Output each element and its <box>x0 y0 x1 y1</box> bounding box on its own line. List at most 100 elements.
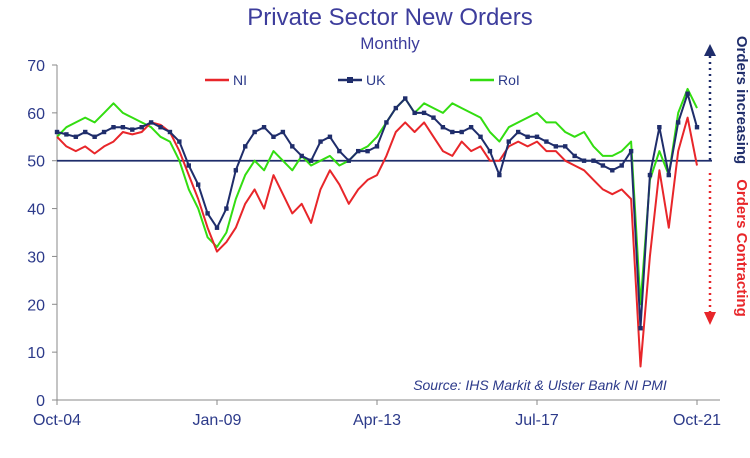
uk-point-marker <box>271 134 276 139</box>
uk-point-marker <box>205 211 210 216</box>
orders-increasing-annotation: Orders increasing <box>704 36 750 164</box>
uk-point-marker <box>628 148 634 154</box>
uk-point-marker <box>421 110 427 116</box>
x-tick-label: Oct-21 <box>673 412 721 429</box>
uk-point-marker <box>563 144 568 149</box>
uk-point-marker <box>233 168 239 173</box>
x-tick-label: Jul-17 <box>515 412 559 429</box>
uk-point-marker <box>544 139 549 144</box>
orders-increasing-label: Orders increasing <box>733 36 750 164</box>
series-line-roi <box>56 87 698 306</box>
uk-point-marker <box>167 129 173 135</box>
uk-point-marker <box>497 172 502 178</box>
down-arrow-head <box>704 312 716 325</box>
uk-point-marker <box>299 153 304 159</box>
y-tick-label: 50 <box>27 154 45 171</box>
series-lines <box>54 87 700 368</box>
uk-point-marker <box>638 326 643 331</box>
uk-point-marker <box>685 91 690 96</box>
uk-point-marker <box>478 134 483 139</box>
axes: 0 10 20 30 40 50 60 70 Oct-04 Jan-09 Apr-13 Jul-17 O… <box>27 58 721 429</box>
uk-point-marker <box>450 129 455 135</box>
legend-label-ni: NI <box>233 72 247 88</box>
x-tick-label: Jan-09 <box>193 412 242 429</box>
uk-point-marker <box>346 158 351 163</box>
uk-point-marker <box>384 120 389 125</box>
uk-point-marker <box>666 172 671 178</box>
uk-point-marker <box>506 139 511 144</box>
uk-point-marker <box>177 139 182 144</box>
uk-point-marker <box>54 129 60 135</box>
uk-point-marker <box>327 134 333 139</box>
uk-point-marker <box>534 134 540 139</box>
uk-point-marker <box>553 144 559 149</box>
uk-point-marker <box>694 125 700 130</box>
orders-contracting-label: Orders Contracting <box>733 179 750 317</box>
uk-point-marker <box>318 139 323 144</box>
uk-point-marker <box>101 129 107 135</box>
uk-point-marker <box>365 148 370 154</box>
uk-point-marker <box>130 127 135 132</box>
uk-point-marker <box>337 148 342 154</box>
uk-point-marker <box>139 125 144 130</box>
y-tick-label: 10 <box>27 345 45 362</box>
source-note: Source: IHS Markit & Ulster Bank NI PMI <box>413 377 667 393</box>
uk-point-marker <box>280 129 286 135</box>
legend-marker-uk <box>347 77 353 83</box>
x-tick-label: Apr-13 <box>353 412 401 429</box>
series-line-ni <box>56 116 698 368</box>
uk-point-marker <box>515 129 521 135</box>
uk-point-marker <box>657 125 662 130</box>
uk-point-marker <box>600 163 606 168</box>
uk-point-marker <box>647 172 653 178</box>
up-arrow-head <box>704 44 716 56</box>
uk-point-marker <box>572 153 577 159</box>
uk-point-marker <box>290 144 295 149</box>
uk-point-marker <box>186 163 191 168</box>
uk-point-marker <box>431 115 436 120</box>
uk-point-marker <box>459 129 464 135</box>
uk-point-marker <box>92 134 97 139</box>
uk-point-marker <box>581 158 587 163</box>
uk-point-marker <box>73 134 79 139</box>
uk-point-marker <box>308 158 314 163</box>
uk-point-marker <box>243 144 248 149</box>
uk-point-marker <box>214 225 220 230</box>
uk-point-marker <box>355 148 361 154</box>
uk-point-marker <box>158 125 163 130</box>
y-tick-label: 70 <box>27 58 45 75</box>
uk-point-marker <box>610 168 615 173</box>
legend-label-uk: UK <box>366 72 386 88</box>
legend-label-roi: RoI <box>498 72 520 88</box>
uk-point-marker <box>393 105 399 111</box>
y-tick-label: 40 <box>27 202 45 219</box>
chart-subtitle: Monthly <box>360 34 420 53</box>
uk-point-marker <box>487 148 493 154</box>
uk-point-marker <box>403 96 408 101</box>
uk-point-marker <box>675 120 681 125</box>
y-tick-label: 20 <box>27 297 45 314</box>
chart-title: Private Sector New Orders <box>247 4 532 31</box>
uk-point-marker <box>261 125 267 130</box>
uk-point-marker <box>591 158 596 163</box>
uk-point-marker <box>64 132 69 137</box>
legend: NI UK RoI <box>205 72 520 88</box>
uk-point-marker <box>148 120 154 125</box>
orders-contracting-annotation: Orders Contracting <box>704 173 750 325</box>
uk-point-marker <box>224 206 229 211</box>
uk-point-marker <box>374 144 380 149</box>
uk-point-marker <box>468 125 474 130</box>
y-tick-label: 0 <box>36 393 45 410</box>
y-tick-label: 30 <box>27 249 45 266</box>
uk-point-marker <box>412 110 417 116</box>
uk-point-marker <box>252 129 257 135</box>
uk-point-marker <box>440 125 446 130</box>
uk-point-marker <box>111 125 116 130</box>
y-tick-label: 60 <box>27 106 45 123</box>
uk-point-marker <box>83 129 88 135</box>
uk-point-marker <box>120 125 126 130</box>
uk-point-marker <box>525 134 530 139</box>
x-tick-label: Oct-04 <box>33 412 81 429</box>
